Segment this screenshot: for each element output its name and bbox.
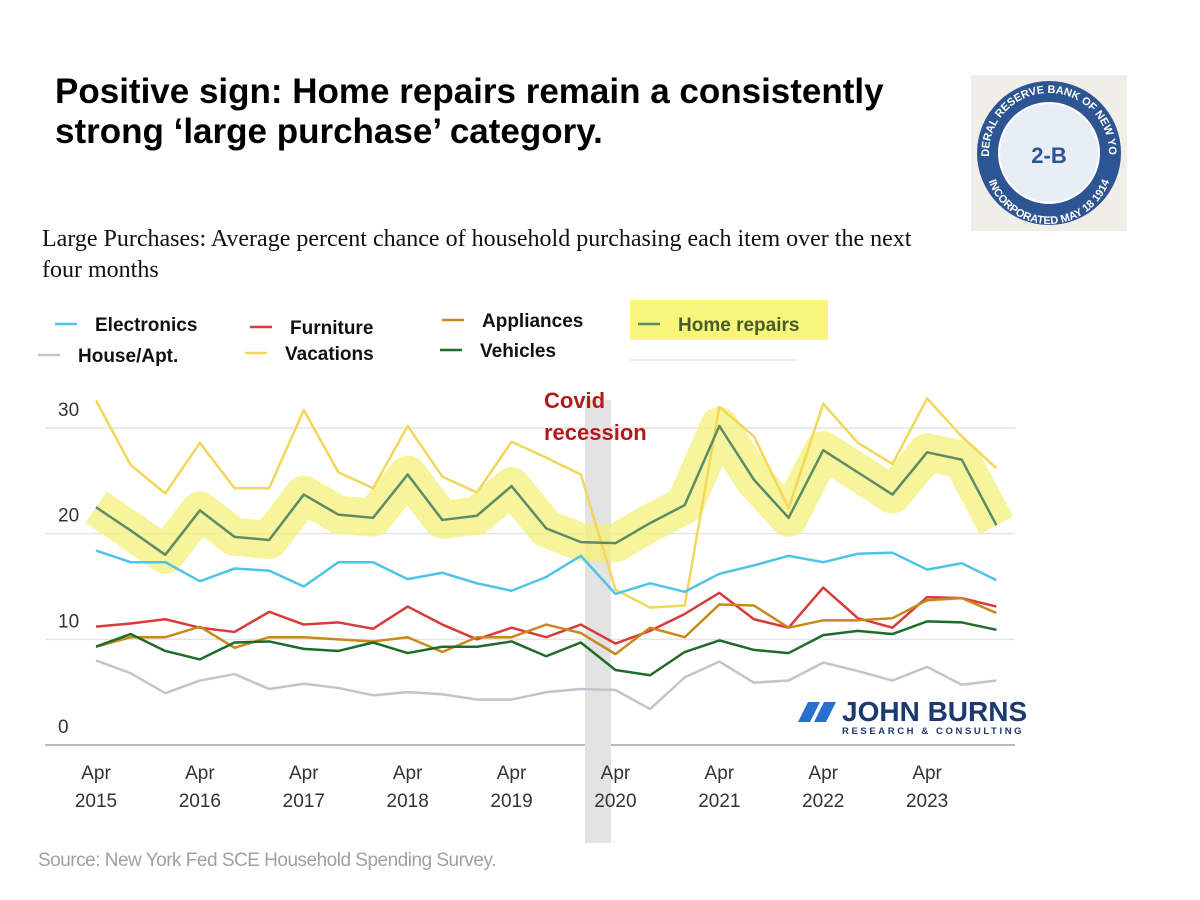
- legend-label: Vehicles: [480, 341, 556, 362]
- legend-label: Appliances: [482, 311, 583, 332]
- x-tick-label: Apr 2023: [905, 763, 949, 812]
- source: Source: New York Fed SCE Household Spend…: [38, 850, 496, 871]
- logo-mark: 2-B: [1031, 143, 1066, 168]
- x-tick-label: Apr 2022: [802, 763, 845, 812]
- series-line: [95, 620, 997, 677]
- fed-logo: FEDERAL RESERVE BANK OF NEW YORK INCORPO…: [0, 0, 1127, 231]
- y-tick-label: 30: [58, 400, 79, 421]
- slide-title: Positive sign: Home repairs remain a con…: [55, 72, 884, 151]
- logo-center: [998, 102, 1100, 204]
- brand-icon: [814, 702, 836, 722]
- series-line: [95, 586, 997, 645]
- x-tick-label: Apr 2018: [386, 763, 429, 812]
- x-tick-label: Apr 2016: [178, 763, 222, 812]
- legend-label: Vacations: [285, 344, 374, 365]
- legend-label: Electronics: [95, 315, 197, 336]
- legend-label: House/Apt.: [78, 346, 178, 367]
- legend-label: Furniture: [290, 318, 373, 339]
- x-tick-label: Apr 2015: [74, 763, 118, 812]
- legend-label: Home repairs: [678, 315, 799, 336]
- x-tick-label: Apr 2021: [698, 763, 741, 812]
- series-line: [95, 659, 997, 711]
- x-tick-label: Apr 2020: [594, 763, 637, 812]
- series-line: [94, 397, 998, 609]
- x-tick-label: Apr 2017: [282, 763, 325, 812]
- brand-logo: JOHN BURNS RESEARCH & CONSULTING: [798, 696, 1027, 737]
- logo-text-top: FEDERAL RESERVE BANK OF NEW YORK: [0, 0, 1118, 157]
- y-tick-label: 10: [58, 611, 79, 632]
- x-tick-label: Apr 2019: [490, 763, 533, 812]
- brand-tagline: RESEARCH & CONSULTING: [842, 726, 1024, 737]
- brand-icon: [798, 702, 820, 722]
- series-line: [95, 596, 997, 656]
- legend-highlight: [630, 300, 828, 340]
- brand-name: JOHN BURNS: [842, 696, 1027, 727]
- series-line: [95, 549, 997, 596]
- y-tick-label: 20: [58, 506, 79, 527]
- logo-text: FEDERAL RESERVE BANK OF NEW YORK: [0, 0, 1118, 157]
- recession-band: [585, 400, 611, 843]
- series-line: [95, 424, 998, 557]
- annotation: Covid recession: [544, 388, 647, 445]
- chart-subtitle: Large Purchases: Average percent chance …: [42, 226, 912, 283]
- y-tick-label: 0: [58, 717, 69, 738]
